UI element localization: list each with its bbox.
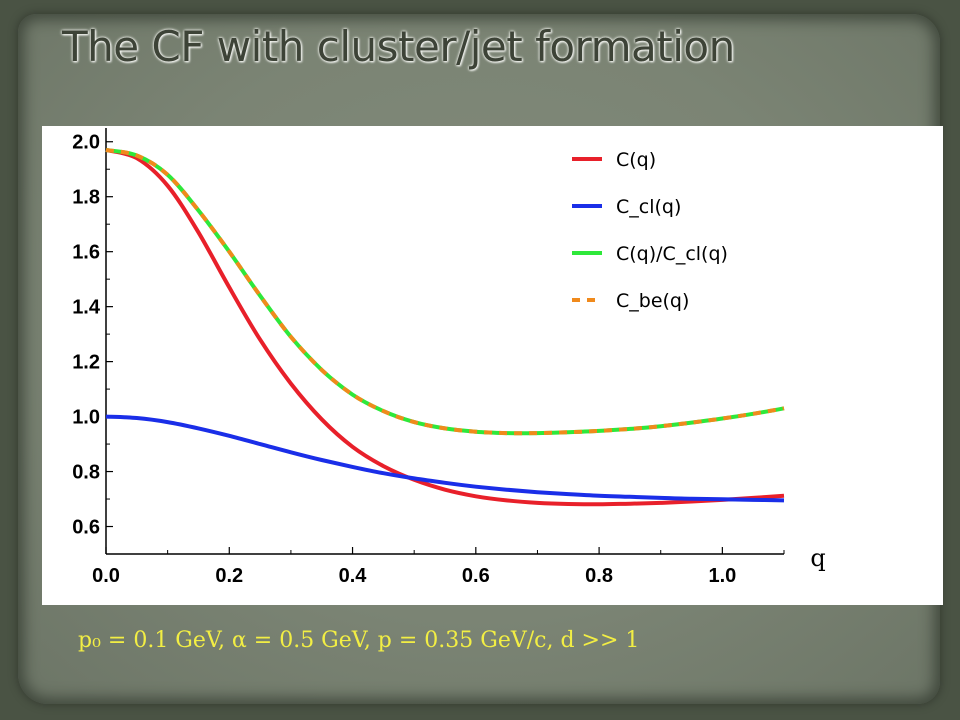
slide-title: The CF with cluster/jet formation [62, 22, 735, 71]
series-line-c-be [105, 148, 785, 436]
x-tick-label: 1.0 [708, 565, 736, 587]
y-tick-label: 0.6 [72, 517, 100, 539]
chart-area: 0.6 0.8 1.0 1.2 1.4 1.6 1.8 2.0 0.0 0.2 0.4 0.6 0.8 1… [42, 126, 943, 605]
y-tick-label: 1.6 [72, 242, 100, 264]
y-tick-label: 1.8 [72, 187, 100, 209]
y-tick-label: 1.4 [72, 297, 101, 319]
y-tick-label: 2.0 [72, 132, 100, 154]
legend-entry-c-label: C(q) [616, 149, 656, 171]
y-tick-label: 1.0 [72, 407, 100, 429]
legend-entry-c-be-label: C_be(q) [616, 290, 689, 312]
x-tick-label: 0.6 [462, 565, 490, 587]
x-axis-label: q [810, 544, 825, 572]
x-tick-label: 0.8 [585, 565, 613, 587]
parameter-formula: p₀ = 0.1 GeV, α = 0.5 GeV, p = 0.35 GeV/… [78, 628, 640, 653]
series-line-c-cl [105, 414, 785, 503]
x-tick-label: 0.2 [215, 565, 243, 587]
legend-entry-ratio-label: C(q)/C_cl(q) [616, 243, 728, 265]
line-chart: 0.6 0.8 1.0 1.2 1.4 1.6 1.8 2.0 0.0 0.2 0.4 0.6 0.8 1… [72, 128, 826, 587]
series-line-c [105, 148, 785, 507]
x-tick-label: 0.4 [339, 565, 368, 587]
y-tick-label: 0.8 [72, 462, 100, 484]
x-tick-label: 0.0 [92, 565, 120, 587]
y-tick-label: 1.2 [72, 352, 100, 374]
legend-entry-c-cl-label: C_cl(q) [616, 196, 681, 218]
